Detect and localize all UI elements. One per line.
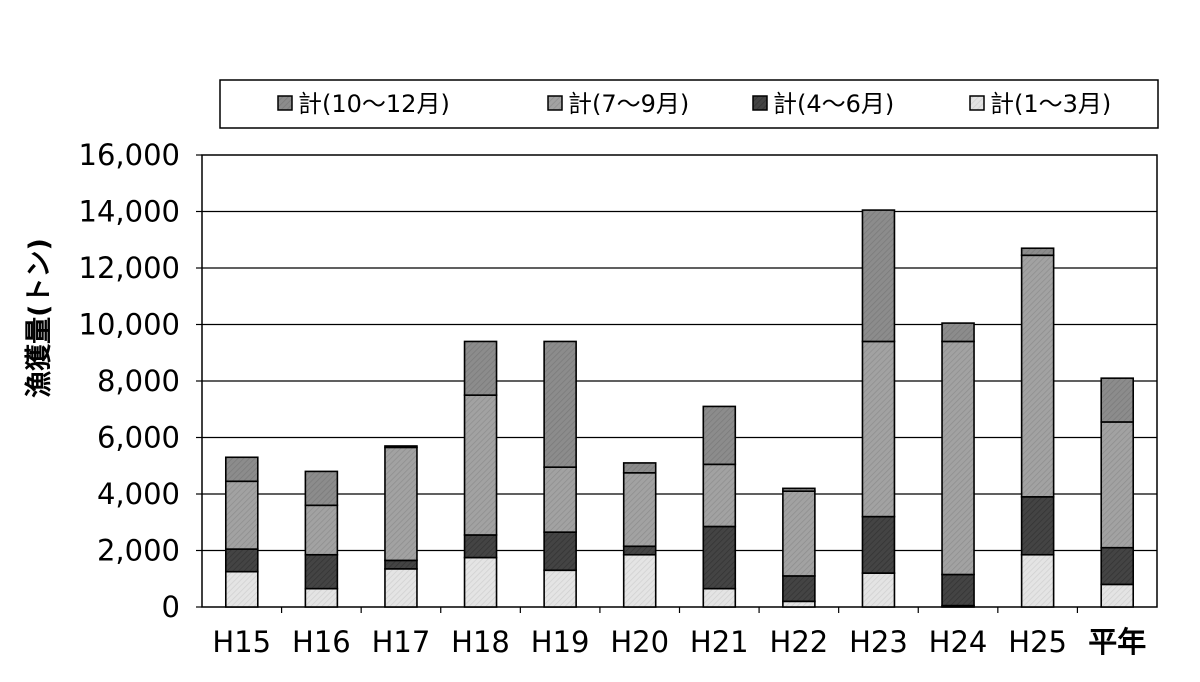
bar-segment <box>543 466 577 533</box>
bar-segment <box>1100 546 1135 586</box>
bar-segment <box>622 462 657 474</box>
x-tick-label: H21 <box>690 625 749 659</box>
bar-segment <box>543 340 577 468</box>
bar-segment <box>224 480 259 550</box>
y-tick-label: 10,000 <box>79 308 180 342</box>
bar-segment <box>702 405 737 466</box>
x-tick-label: H24 <box>929 625 988 659</box>
bar-segment <box>304 504 339 556</box>
legend-label: 計(7～9月) <box>568 90 689 118</box>
y-tick-label: 16,000 <box>79 138 180 172</box>
x-tick-label: H16 <box>292 625 351 659</box>
y-tick-label: 8,000 <box>97 364 180 398</box>
bar-segment <box>1100 583 1135 608</box>
x-tick-label: H18 <box>451 625 510 659</box>
bar-segment <box>622 545 657 556</box>
bar-segment <box>384 568 418 608</box>
bar-segment <box>304 470 339 507</box>
y-tick-label: 6,000 <box>97 421 180 455</box>
bar-segment <box>224 456 259 483</box>
bar-segment <box>463 340 498 396</box>
legend-label: 計(10～12月) <box>298 90 450 118</box>
y-tick-label: 12,000 <box>79 251 180 285</box>
bar-segment <box>543 569 577 608</box>
bar-segment <box>1100 377 1135 423</box>
x-tick-label: H22 <box>770 625 829 659</box>
bar-segment <box>941 573 975 607</box>
y-axis-label: 漁獲量(トン) <box>24 238 55 398</box>
bar-segment <box>622 472 657 548</box>
bar-segment <box>941 322 975 343</box>
x-tick-label: 平年 <box>1088 625 1146 659</box>
bar-segment <box>702 463 737 528</box>
legend-label: 計(4～6月) <box>773 90 894 118</box>
bar-segment <box>782 600 816 608</box>
bar-segment <box>463 556 498 608</box>
y-axis-ticks: 0 2,000 4,000 6,000 8,000 10,000 12,000 14,000 1… <box>79 138 202 624</box>
legend-label: 計(1～3月) <box>990 90 1111 118</box>
x-tick-label: H19 <box>531 625 590 659</box>
y-tick-label: 4,000 <box>97 477 180 511</box>
bar-segment <box>702 525 737 590</box>
bar-segment <box>702 587 737 608</box>
legend-box <box>219 79 1159 129</box>
bar-segment <box>543 531 577 572</box>
x-tick-label: H15 <box>212 625 271 659</box>
bar-segment <box>463 534 498 559</box>
bar-segment <box>782 575 816 603</box>
y-tick-label: 14,000 <box>79 195 180 229</box>
legend-swatch <box>969 95 985 111</box>
legend: 計(10～12月) 計(7～9月) 計(4～6月) 計(1～3月) <box>277 90 1111 118</box>
x-tick-label: H25 <box>1008 625 1067 659</box>
gridlines <box>202 210 1157 552</box>
bar-segment <box>861 515 896 574</box>
bar-segment <box>941 340 975 576</box>
bar-segment <box>622 553 657 608</box>
bar-segment <box>463 394 498 536</box>
x-tick-label: H20 <box>610 625 669 659</box>
x-tick-label: H17 <box>372 625 431 659</box>
bar-segment <box>1020 247 1055 257</box>
bar-segment <box>782 487 816 492</box>
bar-segment <box>384 559 418 570</box>
bar-segment <box>861 209 896 343</box>
bar-segment <box>384 445 418 449</box>
x-axis-ticks: H15 H16 H17 H18 H19 H20 H21 H22 H23 H24 H25 平年 <box>212 607 1146 659</box>
bar-segment <box>224 548 259 573</box>
bar-segment <box>782 490 816 577</box>
bar-segment <box>1020 254 1055 498</box>
bar-segment <box>861 340 896 518</box>
legend-swatch <box>752 95 768 111</box>
legend-swatch <box>547 95 563 111</box>
bar-segment <box>1020 553 1055 608</box>
legend-swatch <box>277 95 293 111</box>
y-tick-label: 0 <box>162 590 180 624</box>
y-tick-label: 2,000 <box>97 534 180 568</box>
bar-segment <box>861 572 896 608</box>
bar-segment <box>1100 421 1135 549</box>
bar-segment <box>384 446 418 562</box>
bar-segment <box>224 570 259 608</box>
bars <box>224 209 1135 608</box>
bar-segment <box>1020 496 1055 556</box>
bar-segment <box>304 553 339 590</box>
x-tick-label: H23 <box>849 625 908 659</box>
bar-segment <box>304 587 339 608</box>
